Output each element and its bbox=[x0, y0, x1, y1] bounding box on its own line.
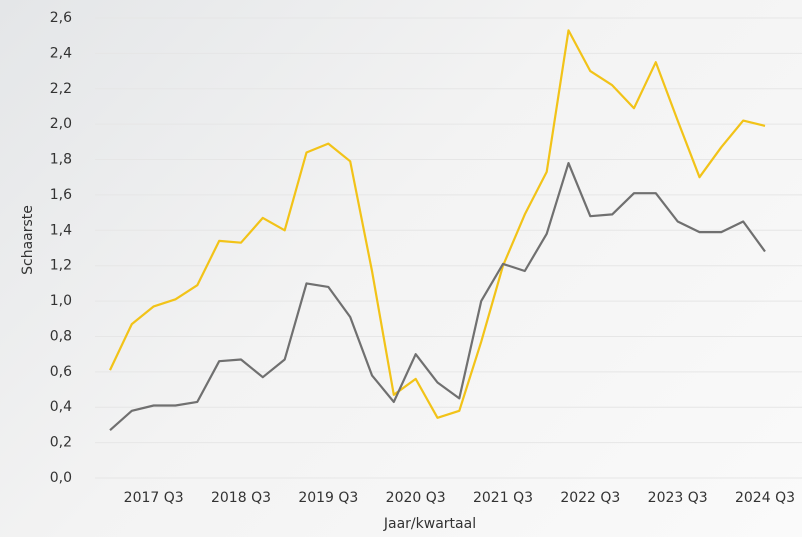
y-tick-label: 0,0 bbox=[50, 470, 72, 486]
line-series bbox=[110, 163, 765, 430]
x-axis-label: Jaar/kwartaal bbox=[383, 516, 476, 532]
y-tick-label: 2,4 bbox=[50, 45, 72, 61]
y-tick-label: 1,8 bbox=[50, 152, 72, 168]
x-tick-label: 2022 Q3 bbox=[560, 490, 620, 506]
x-tick-label: 2017 Q3 bbox=[124, 490, 184, 506]
y-tick-label: 2,2 bbox=[50, 81, 72, 97]
y-tick-label: 0,4 bbox=[50, 399, 72, 415]
x-tick-label: 2024 Q3 bbox=[735, 490, 795, 506]
x-tick-label: 2018 Q3 bbox=[211, 490, 271, 506]
y-tick-label: 1,2 bbox=[50, 258, 72, 274]
y-tick-label: 2,0 bbox=[50, 116, 72, 132]
y-tick-label: 0,8 bbox=[50, 328, 72, 344]
y-tick-label: 1,4 bbox=[50, 222, 72, 238]
y-tick-label: 1,6 bbox=[50, 187, 72, 203]
x-tick-label: 2019 Q3 bbox=[298, 490, 358, 506]
y-tick-label: 1,0 bbox=[50, 293, 72, 309]
y-axis-label: Schaarste bbox=[20, 205, 36, 275]
y-tick-label: 0,6 bbox=[50, 364, 72, 380]
y-tick-label: 0,2 bbox=[50, 435, 72, 451]
x-tick-label: 2020 Q3 bbox=[386, 490, 446, 506]
x-tick-label: 2021 Q3 bbox=[473, 490, 533, 506]
y-tick-label: 2,6 bbox=[50, 10, 72, 26]
x-tick-label: 2023 Q3 bbox=[648, 490, 708, 506]
chart: Schaarste Jaar/kwartaal 0,0 0,2 0,4 0,6 0,8 1… bbox=[0, 0, 802, 537]
